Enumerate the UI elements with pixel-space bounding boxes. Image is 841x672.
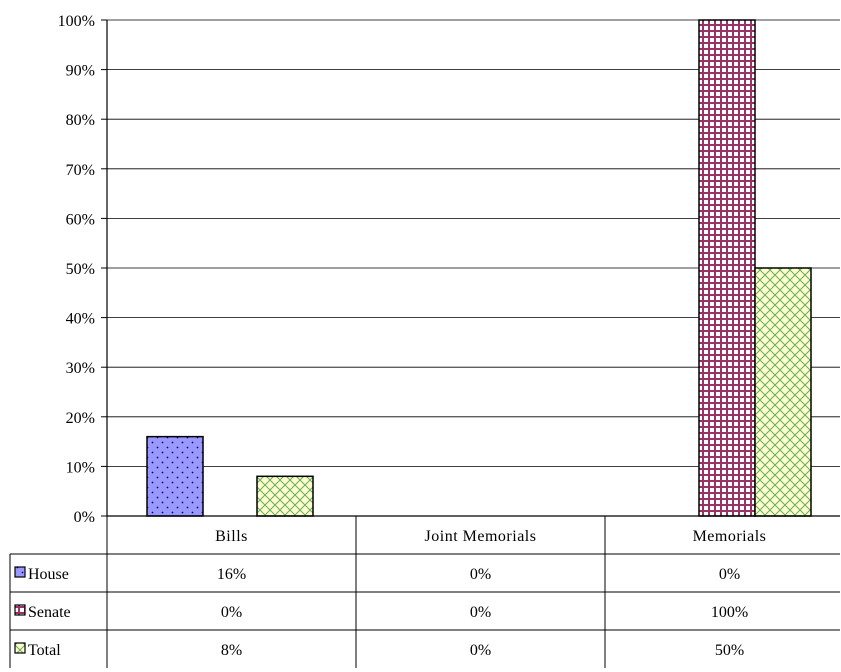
data-label: 50% xyxy=(715,642,744,659)
bar-total-memorials xyxy=(754,267,812,517)
y-tick-label: 70% xyxy=(66,162,95,179)
y-tick-label: 100% xyxy=(58,13,95,30)
data-label: 0% xyxy=(470,604,491,621)
y-tick-label: 60% xyxy=(66,211,95,228)
y-tick-label: 90% xyxy=(66,63,95,80)
data-label: 16% xyxy=(217,566,246,583)
legend-label-house: House xyxy=(28,566,69,583)
data-label: 0% xyxy=(719,566,740,583)
legend-key-house xyxy=(14,566,26,578)
bar-house-bills xyxy=(146,435,204,517)
bar-senate-memorials xyxy=(698,19,756,517)
data-label: 8% xyxy=(221,642,242,659)
y-tick-label: 80% xyxy=(66,112,95,129)
y-tick-label: 30% xyxy=(66,360,95,377)
y-tick-label: 0% xyxy=(74,509,95,526)
category-label: Bills xyxy=(215,528,248,545)
data-label: 0% xyxy=(221,604,242,621)
data-label: 100% xyxy=(711,604,748,621)
category-label: Memorials xyxy=(693,528,767,545)
y-tick-label: 40% xyxy=(66,311,95,328)
legend-key-senate xyxy=(14,604,26,616)
y-tick-label: 20% xyxy=(66,410,95,427)
legend-label-total: Total xyxy=(28,642,61,659)
y-tick-label: 10% xyxy=(66,459,95,476)
legend-label-senate: Senate xyxy=(28,604,71,621)
y-tick-label: 50% xyxy=(66,261,95,278)
bar-total-bills xyxy=(256,475,314,517)
data-label: 0% xyxy=(470,566,491,583)
data-table: Bills Joint Memorials Memorials House 16% 0% 0… xyxy=(9,515,840,668)
category-label: Joint Memorials xyxy=(425,528,537,545)
y-tick-labels: 0% 10% 20% 30% 40% 50% 60% 70% 80% 90% 100% xyxy=(58,13,95,526)
data-label: 0% xyxy=(470,642,491,659)
axes xyxy=(101,19,108,517)
legend-key-total xyxy=(14,642,26,654)
